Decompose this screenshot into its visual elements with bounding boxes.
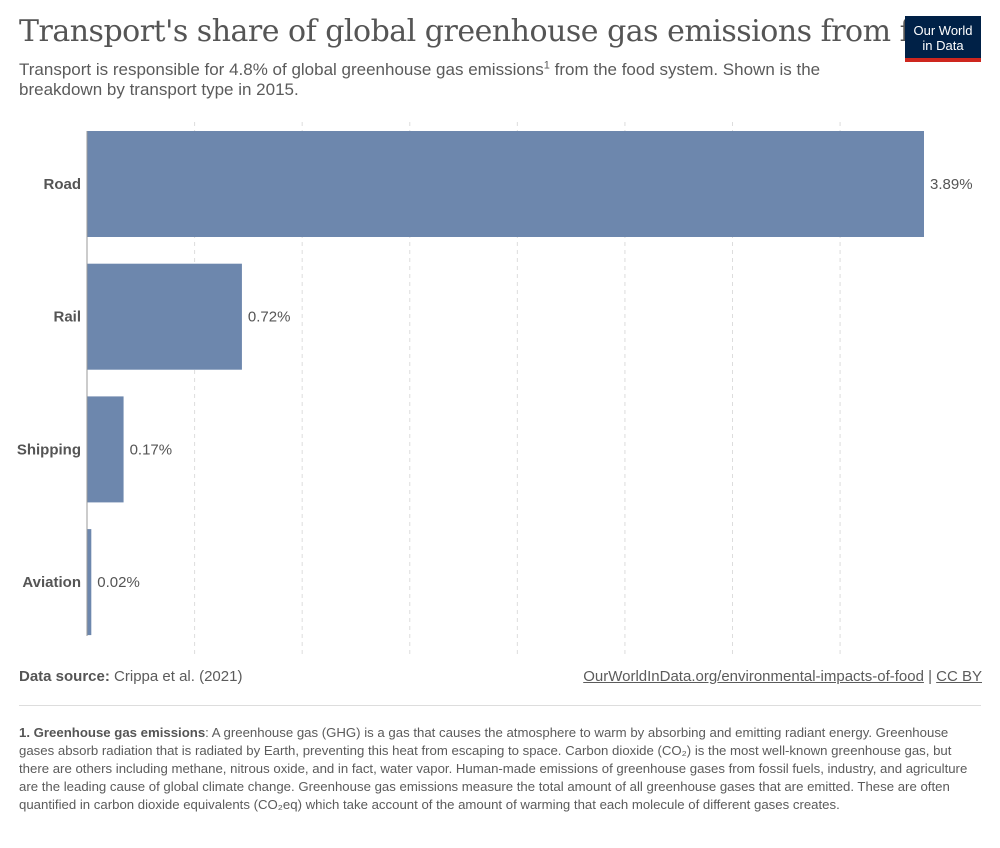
labels: Road 3.89% Rail 0.72% Shipping 0.17% Aviation 0… <box>17 176 973 591</box>
source-url-link[interactable]: OurWorldInData.org/environmental-impacts… <box>583 668 924 685</box>
bar-aviation[interactable] <box>87 529 92 636</box>
value-label-road: 3.89% <box>930 176 973 193</box>
license-link[interactable]: CC BY <box>936 668 982 685</box>
footnote: 1. Greenhouse gas emissions: A greenhous… <box>19 724 969 814</box>
source-label: Data source: <box>19 668 110 685</box>
footer-divider <box>19 705 981 706</box>
bar-chart: Road 3.89% Rail 0.72% Shipping 0.17% Aviation 0… <box>17 122 973 656</box>
category-label-rail: Rail <box>53 309 81 326</box>
bars <box>87 131 924 636</box>
category-label-shipping: Shipping <box>17 441 81 458</box>
bar-rail[interactable] <box>87 263 242 370</box>
logo-line-1: Our World <box>913 23 973 38</box>
value-label-shipping: 0.17% <box>130 441 173 458</box>
source-url-line: OurWorldInData.org/environmental-impacts… <box>583 668 982 685</box>
chart-subtitle: Transport is responsible for 4.8% of glo… <box>19 60 879 100</box>
data-source: Data source: Crippa et al. (2021) <box>19 668 242 685</box>
bar-road[interactable] <box>87 131 924 237</box>
value-label-aviation: 0.02% <box>97 574 140 591</box>
footnote-marker[interactable]: 1 <box>543 59 550 72</box>
url-separator: | <box>923 668 937 685</box>
value-label-rail: 0.72% <box>248 309 291 326</box>
owid-logo[interactable]: Our World in Data <box>905 16 981 62</box>
category-label-aviation: Aviation <box>22 574 81 591</box>
subtitle-text-continued: from the food system. Shown is the break… <box>19 60 821 99</box>
footnote-term: 1. Greenhouse gas emissions <box>19 725 206 740</box>
logo-line-2: in Data <box>922 38 964 53</box>
category-label-road: Road <box>44 176 82 193</box>
footnote-text: : A greenhouse gas (GHG) is a gas that c… <box>19 725 968 812</box>
source-text: Crippa et al. (2021) <box>109 668 243 685</box>
bar-shipping[interactable] <box>87 396 124 503</box>
subtitle-text: Transport is responsible for 4.8% of glo… <box>19 60 544 79</box>
chart-title: Transport's share of global greenhouse g… <box>19 14 965 49</box>
